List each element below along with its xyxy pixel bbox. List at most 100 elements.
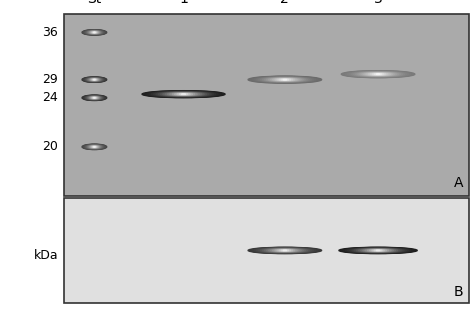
Ellipse shape	[348, 248, 409, 253]
Ellipse shape	[91, 97, 99, 99]
Ellipse shape	[275, 250, 295, 251]
Ellipse shape	[88, 31, 100, 34]
Ellipse shape	[269, 78, 301, 81]
Ellipse shape	[86, 31, 102, 34]
Ellipse shape	[283, 79, 287, 80]
Ellipse shape	[84, 77, 105, 82]
Ellipse shape	[85, 96, 104, 100]
Ellipse shape	[174, 94, 192, 95]
Ellipse shape	[84, 145, 105, 149]
Ellipse shape	[273, 78, 297, 81]
Text: 20: 20	[43, 140, 58, 153]
Ellipse shape	[90, 31, 99, 33]
Ellipse shape	[281, 250, 289, 251]
Ellipse shape	[343, 71, 413, 77]
Ellipse shape	[91, 32, 99, 33]
Ellipse shape	[91, 32, 98, 33]
Ellipse shape	[83, 144, 105, 149]
Ellipse shape	[264, 78, 305, 82]
Ellipse shape	[161, 92, 207, 96]
Ellipse shape	[85, 145, 104, 149]
Ellipse shape	[88, 146, 100, 148]
Ellipse shape	[91, 146, 98, 148]
Ellipse shape	[363, 249, 393, 252]
Ellipse shape	[88, 96, 101, 99]
Ellipse shape	[87, 31, 102, 34]
Ellipse shape	[341, 71, 415, 78]
Ellipse shape	[339, 247, 417, 253]
Text: 2: 2	[281, 0, 289, 6]
Ellipse shape	[84, 95, 105, 100]
Ellipse shape	[367, 250, 389, 251]
Ellipse shape	[356, 249, 400, 252]
Ellipse shape	[85, 96, 103, 100]
Ellipse shape	[83, 77, 105, 82]
Ellipse shape	[349, 71, 407, 77]
Ellipse shape	[84, 30, 105, 35]
Text: 1: 1	[179, 0, 188, 6]
Ellipse shape	[83, 95, 105, 100]
Ellipse shape	[90, 146, 99, 148]
Ellipse shape	[248, 76, 321, 83]
Ellipse shape	[252, 248, 318, 253]
Ellipse shape	[90, 97, 99, 99]
Text: 36: 36	[43, 26, 58, 39]
Ellipse shape	[82, 30, 107, 35]
Ellipse shape	[374, 250, 382, 251]
Text: 24: 24	[43, 91, 58, 104]
Ellipse shape	[260, 77, 309, 82]
Ellipse shape	[89, 97, 100, 99]
Ellipse shape	[154, 92, 213, 97]
Ellipse shape	[364, 73, 392, 76]
Ellipse shape	[149, 91, 218, 97]
Ellipse shape	[87, 96, 102, 100]
Ellipse shape	[88, 78, 100, 81]
Ellipse shape	[260, 248, 309, 252]
Ellipse shape	[91, 79, 98, 80]
Ellipse shape	[168, 93, 200, 95]
Ellipse shape	[172, 93, 195, 95]
Ellipse shape	[370, 250, 387, 251]
Ellipse shape	[250, 76, 319, 83]
Ellipse shape	[163, 93, 204, 96]
Ellipse shape	[354, 72, 402, 76]
Ellipse shape	[266, 78, 303, 81]
Ellipse shape	[85, 77, 104, 82]
Ellipse shape	[151, 91, 216, 97]
Ellipse shape	[358, 72, 398, 76]
Ellipse shape	[263, 77, 307, 82]
Ellipse shape	[372, 74, 384, 75]
Ellipse shape	[83, 95, 106, 100]
Ellipse shape	[89, 78, 100, 81]
Ellipse shape	[252, 76, 318, 83]
Ellipse shape	[83, 30, 105, 35]
Ellipse shape	[156, 92, 211, 96]
Ellipse shape	[88, 96, 100, 99]
Ellipse shape	[92, 32, 96, 33]
Ellipse shape	[343, 248, 413, 253]
Ellipse shape	[88, 145, 101, 148]
Ellipse shape	[256, 248, 313, 253]
Ellipse shape	[356, 72, 401, 76]
Ellipse shape	[263, 248, 307, 252]
Ellipse shape	[277, 250, 293, 251]
Ellipse shape	[374, 74, 382, 75]
Ellipse shape	[254, 77, 315, 82]
Ellipse shape	[275, 79, 295, 81]
Ellipse shape	[92, 97, 96, 98]
Ellipse shape	[85, 78, 103, 82]
Ellipse shape	[281, 79, 289, 80]
Text: kDa: kDa	[34, 249, 58, 262]
Text: B: B	[454, 285, 464, 299]
Ellipse shape	[82, 144, 107, 149]
Ellipse shape	[83, 30, 106, 35]
Ellipse shape	[368, 73, 388, 75]
Ellipse shape	[85, 30, 104, 34]
Ellipse shape	[87, 78, 102, 81]
Ellipse shape	[269, 249, 301, 252]
Ellipse shape	[370, 73, 386, 75]
Text: 3: 3	[374, 0, 383, 6]
Ellipse shape	[372, 250, 384, 251]
Ellipse shape	[91, 79, 97, 80]
Ellipse shape	[362, 73, 394, 76]
